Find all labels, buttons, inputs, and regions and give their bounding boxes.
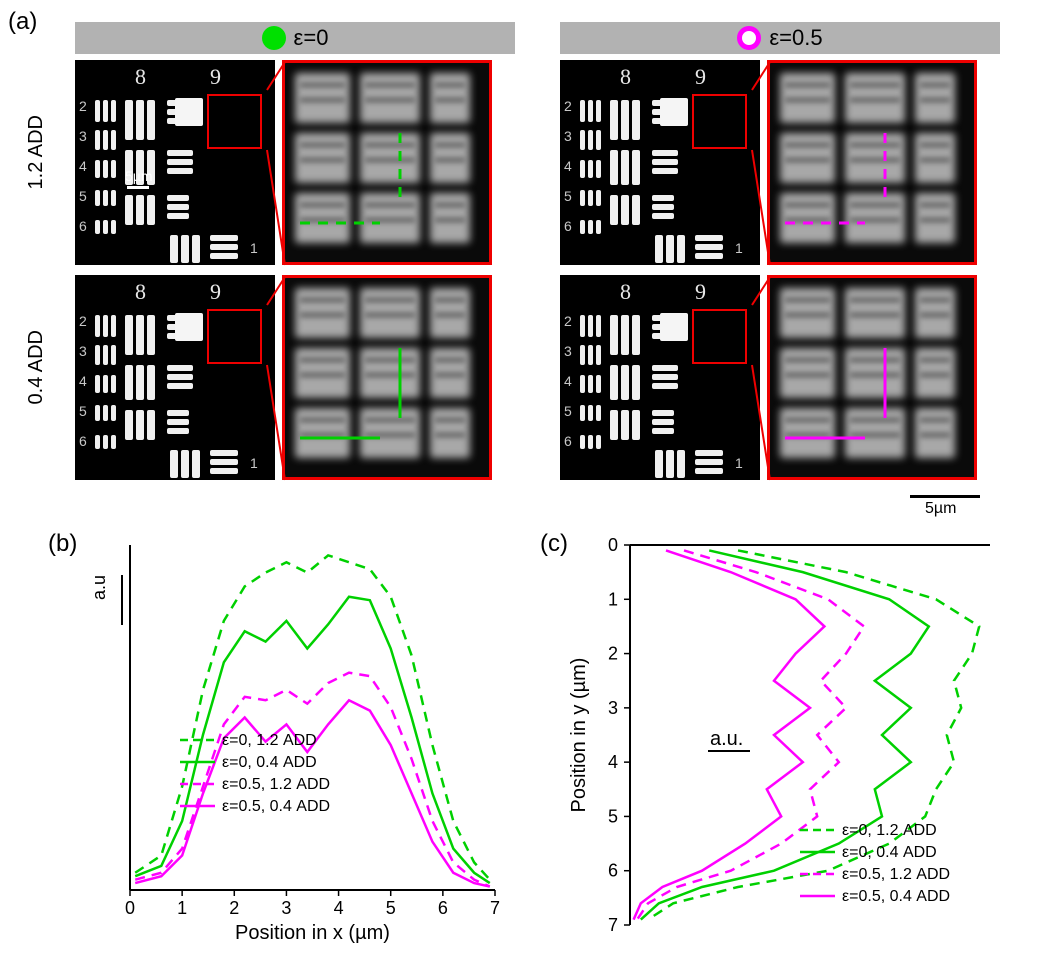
micro-image-r1c1: 892345615µm xyxy=(75,60,275,265)
header-eps0: ε=0 xyxy=(75,22,515,54)
zoom-connector-r1c2 xyxy=(740,60,790,270)
svg-text:7: 7 xyxy=(608,915,618,935)
header-eps05-text: ε=0.5 xyxy=(769,25,822,51)
svg-text:0: 0 xyxy=(608,535,618,555)
svg-text:6: 6 xyxy=(608,861,618,881)
svg-text:a.u: a.u xyxy=(95,575,109,600)
svg-text:ε=0, 1.2 ADD: ε=0, 1.2 ADD xyxy=(842,822,937,839)
svg-text:4: 4 xyxy=(608,752,618,772)
micro-image-r2c1: 89234561 xyxy=(75,275,275,480)
svg-text:5: 5 xyxy=(386,898,396,918)
svg-text:Position in y (µm): Position in y (µm) xyxy=(568,658,590,813)
svg-text:2: 2 xyxy=(229,898,239,918)
overlay-lines xyxy=(285,278,489,477)
chart-b-svg: 0 1 2 3 4 5 6 7 Position in x (µm) a.u ε=0, 1.2 AD… xyxy=(95,535,505,945)
svg-text:ε=0, 0.4 ADD: ε=0, 0.4 ADD xyxy=(842,844,937,861)
zoom-r2c1 xyxy=(282,275,492,480)
zoom-connector-r2c1 xyxy=(255,275,305,485)
svg-text:ε=0.5, 0.4 ADD: ε=0.5, 0.4 ADD xyxy=(842,888,950,905)
zoom-r1c1 xyxy=(282,60,492,265)
svg-text:6: 6 xyxy=(438,898,448,918)
row-label-1: 1.2 ADD xyxy=(25,115,48,189)
svg-text:7: 7 xyxy=(490,898,500,918)
zoom-r2c2 xyxy=(767,275,977,480)
svg-text:2: 2 xyxy=(608,644,618,664)
svg-text:ε=0.5, 0.4 ADD: ε=0.5, 0.4 ADD xyxy=(222,798,330,815)
svg-text:a.u.: a.u. xyxy=(710,728,743,750)
svg-text:5: 5 xyxy=(608,806,618,826)
zoom-r1c2 xyxy=(767,60,977,265)
svg-text:3: 3 xyxy=(608,698,618,718)
header-eps05: ε=0.5 xyxy=(560,22,1000,54)
chart-c: 0 1 2 3 4 5 6 7 Position in y (µm) a.u. ε=0, 1.2 A… xyxy=(560,535,1000,945)
svg-text:0: 0 xyxy=(125,898,135,918)
svg-text:ε=0, 0.4 ADD: ε=0, 0.4 ADD xyxy=(222,754,317,771)
panel-label-b: (b) xyxy=(48,530,77,558)
svg-text:ε=0.5, 1.2 ADD: ε=0.5, 1.2 ADD xyxy=(842,866,950,883)
micro-image-r1c2: 89234561 xyxy=(560,60,760,265)
overlay-lines xyxy=(285,63,489,262)
zoom-connector-r1c1 xyxy=(255,60,305,270)
svg-text:4: 4 xyxy=(334,898,344,918)
magenta-ring-icon xyxy=(737,26,761,50)
scale-bar-bottom xyxy=(910,495,980,498)
svg-text:ε=0, 1.2 ADD: ε=0, 1.2 ADD xyxy=(222,732,317,749)
header-eps0-text: ε=0 xyxy=(294,25,329,51)
svg-text:1: 1 xyxy=(177,898,187,918)
micro-image-r2c2: 89234561 xyxy=(560,275,760,480)
svg-text:1: 1 xyxy=(608,589,618,609)
chart-c-svg: 0 1 2 3 4 5 6 7 Position in y (µm) a.u. ε=0, 1.2 A… xyxy=(560,535,1000,945)
overlay-lines xyxy=(770,63,974,262)
zoom-connector-r2c2 xyxy=(740,275,790,485)
svg-text:Position in x (µm): Position in x (µm) xyxy=(235,922,390,944)
panel-label-a: (a) xyxy=(8,8,37,36)
overlay-lines xyxy=(770,278,974,477)
svg-text:3: 3 xyxy=(281,898,291,918)
chart-b: 0 1 2 3 4 5 6 7 Position in x (µm) a.u ε=0, 1.2 AD… xyxy=(95,535,505,945)
svg-text:ε=0.5, 1.2 ADD: ε=0.5, 1.2 ADD xyxy=(222,776,330,793)
scale-label-bottom: 5µm xyxy=(925,500,956,518)
row-label-2: 0.4 ADD xyxy=(25,330,48,404)
green-dot-icon xyxy=(262,26,286,50)
